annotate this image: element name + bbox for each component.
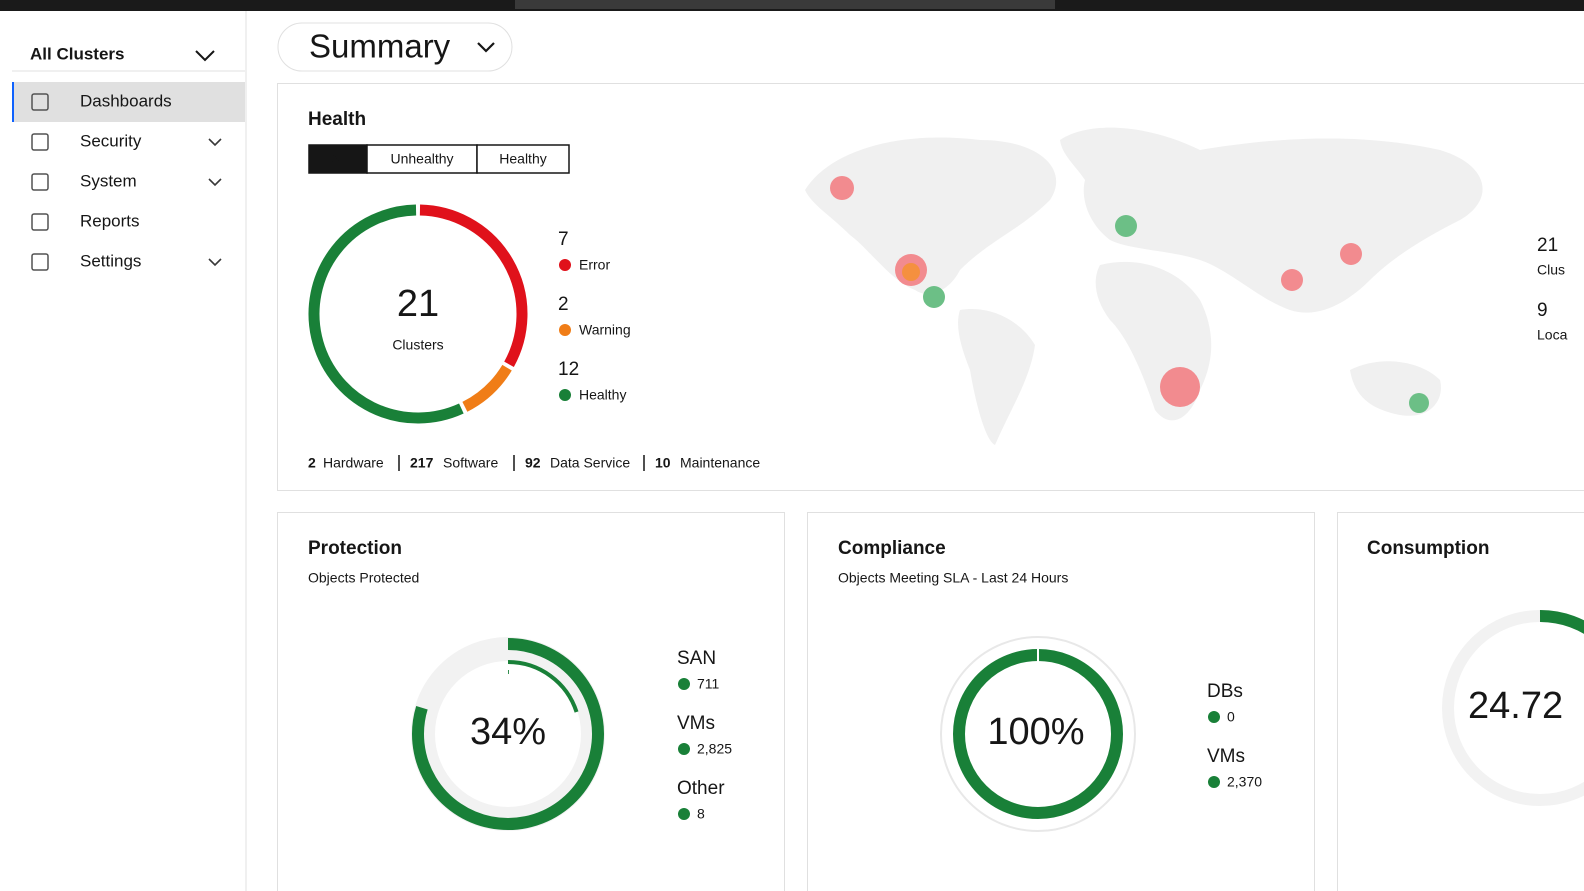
nav-icon[interactable]: [31, 213, 49, 231]
issue-label[interactable]: Software: [443, 455, 498, 471]
legend-dot: [559, 389, 571, 401]
legend-label: VMs: [1207, 746, 1245, 767]
continent: [1060, 127, 1483, 313]
ring-track: [940, 636, 1136, 832]
legend-label: Healthy: [579, 387, 626, 403]
health-segment[interactable]: [462, 364, 512, 412]
card-title: Compliance: [838, 538, 946, 559]
map-stat-value: 21: [1537, 235, 1558, 256]
top-bar-tab: [515, 0, 1055, 9]
filter-tab[interactable]: [476, 144, 570, 174]
sidebar-nav: Dashboards Security System Reports Settings: [12, 82, 245, 271]
nav-chevron[interactable]: [208, 138, 222, 147]
protection-arc[interactable]: [507, 660, 579, 713]
legend-value: 12: [558, 359, 579, 380]
legend-value: 0: [1227, 709, 1235, 725]
health-segment[interactable]: [308, 204, 464, 424]
legend-label: VMs: [677, 713, 715, 734]
cluster-selector[interactable]: All Clusters: [30, 44, 124, 63]
nav-chevron[interactable]: [208, 178, 222, 187]
filter-label[interactable]: All: [330, 151, 346, 167]
map-marker[interactable]: [1281, 269, 1303, 291]
legend-value: 2,825: [697, 741, 732, 757]
nav-icon[interactable]: [31, 173, 49, 191]
legend-dot: [678, 808, 690, 820]
issue-label[interactable]: Maintenance: [680, 455, 760, 471]
consumption-ring-arc: [1539, 609, 1584, 634]
map-marker[interactable]: [923, 286, 945, 308]
ring-percent: 100%: [987, 711, 1084, 753]
map-stat-value: 9: [1537, 300, 1548, 321]
card-title: Consumption: [1367, 538, 1489, 559]
consumption-card: [1337, 512, 1584, 891]
legend-label: Warning: [579, 322, 631, 338]
map-marker[interactable]: [1409, 393, 1429, 413]
legend-dot: [559, 259, 571, 271]
legend-dot: [1208, 711, 1220, 723]
page-title[interactable]: Summary: [309, 28, 451, 65]
issue-label[interactable]: Data Service: [550, 455, 630, 471]
map-marker[interactable]: [1160, 367, 1200, 407]
nav-selected-indicator: [12, 82, 14, 122]
content: Health All Unhealthy Healthy 7 Error 2 Warning 1…: [308, 109, 1568, 832]
issue-count[interactable]: 10: [655, 455, 671, 471]
filter-tab[interactable]: [366, 144, 478, 174]
nav-icon[interactable]: [31, 93, 49, 111]
filter-label[interactable]: Unhealthy: [390, 151, 453, 167]
continent: [805, 137, 1057, 294]
legend-label: DBs: [1207, 681, 1243, 702]
legend-dot: [1208, 776, 1220, 788]
title-chevron[interactable]: [477, 42, 495, 53]
nav-item[interactable]: System: [80, 171, 137, 190]
card-subtitle: Objects Protected: [308, 570, 419, 586]
legend-value: 7: [558, 229, 569, 250]
issue-count[interactable]: 217: [410, 455, 434, 471]
summary-dropdown[interactable]: [277, 22, 513, 72]
legend-dot: [678, 743, 690, 755]
filter-tab[interactable]: [308, 144, 368, 174]
nav-item[interactable]: Settings: [80, 251, 141, 270]
continent: [958, 309, 1035, 445]
issue-count[interactable]: 2: [308, 455, 316, 471]
legend-value: 8: [697, 806, 705, 822]
nav-item[interactable]: Reports: [80, 211, 140, 230]
filter-label[interactable]: Healthy: [499, 151, 546, 167]
nav-icon[interactable]: [31, 253, 49, 271]
issue-label[interactable]: Hardware: [323, 455, 384, 471]
nav-item[interactable]: Security: [80, 131, 142, 150]
card-title: Protection: [308, 538, 402, 559]
nav-icon[interactable]: [31, 133, 49, 151]
map-marker[interactable]: [830, 176, 854, 200]
issue-count[interactable]: 92: [525, 455, 541, 471]
legend-value: 2,370: [1227, 774, 1262, 790]
map-markers: [830, 176, 1429, 413]
ring-percent: 34%: [470, 711, 546, 753]
donut-total-label: Clusters: [392, 337, 443, 353]
world-map: [805, 127, 1483, 445]
map-marker[interactable]: [902, 263, 920, 281]
legend-dot: [559, 324, 571, 336]
map-marker[interactable]: [1340, 243, 1362, 265]
nav-item[interactable]: Dashboards: [80, 91, 172, 110]
card-title: Health: [308, 109, 366, 130]
map-stat-label: Clus: [1537, 262, 1565, 278]
donut-total: 21: [397, 283, 439, 325]
consumption-value: 24.72: [1468, 685, 1563, 727]
selector-chevron[interactable]: [195, 50, 215, 62]
nav-chevron[interactable]: [208, 258, 222, 267]
map-marker[interactable]: [1115, 215, 1137, 237]
health-segment[interactable]: [419, 204, 528, 367]
legend-value: 711: [697, 676, 720, 692]
legend-dot: [678, 678, 690, 690]
nav-selected-bg: [12, 82, 245, 122]
legend-label: SAN: [677, 648, 716, 669]
legend-label: Other: [677, 778, 725, 799]
map-stat-label: Loca: [1537, 327, 1568, 343]
legend-label: Error: [579, 257, 610, 273]
protection-arc[interactable]: [412, 638, 604, 830]
legend-value: 2: [558, 294, 569, 315]
card-subtitle: Objects Meeting SLA - Last 24 Hours: [838, 570, 1068, 586]
